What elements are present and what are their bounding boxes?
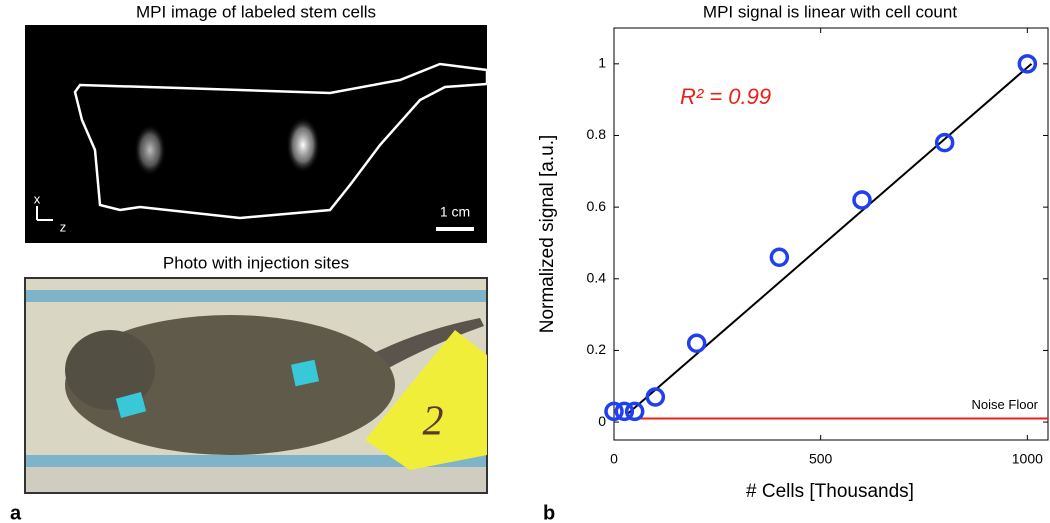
photo — [24, 277, 488, 494]
annotation: R² = 0.99 — [680, 84, 771, 109]
noise-floor-label: Noise Floor — [972, 397, 1039, 412]
x-tick-label: 500 — [809, 451, 833, 467]
data-point — [614, 401, 635, 422]
panel-label: b — [543, 502, 555, 523]
data-point — [624, 401, 645, 422]
data-point — [852, 190, 872, 210]
data-point — [686, 333, 707, 354]
panel-label: a — [10, 502, 22, 523]
x-tick-label: 0 — [610, 451, 618, 467]
data-point — [1017, 54, 1038, 74]
mpi-image — [25, 25, 489, 243]
data-point — [934, 132, 955, 153]
y-tick-label: 0.6 — [587, 198, 607, 214]
x-axis-label: # Cells [Thousands] — [746, 481, 914, 502]
y-tick-label: 0.4 — [587, 269, 607, 285]
tape-number: 2 — [423, 399, 444, 445]
data-point — [645, 387, 666, 407]
scale-bar-label: 1 cm — [440, 204, 470, 220]
y-tick-label: 0.8 — [587, 126, 607, 142]
y-tick-label: 0 — [598, 413, 606, 429]
axis-label-z: z — [60, 219, 67, 234]
y-tick-label: 0.2 — [587, 341, 607, 357]
chart-title: MPI signal is linear with cell count — [703, 2, 957, 21]
plot-frame — [613, 27, 1049, 441]
photo-title: Photo with injection sites — [163, 253, 349, 272]
data-point — [604, 401, 624, 422]
y-axis-label: Normalized signal [a.u.] — [537, 135, 558, 334]
data-point — [769, 247, 790, 268]
fit-line — [625, 63, 1033, 416]
y-tick-label: 1 — [598, 55, 606, 71]
axis-label-x: x — [34, 191, 41, 206]
mpi-title: MPI image of labeled stem cells — [136, 2, 376, 21]
x-tick-label: 1000 — [1012, 451, 1043, 467]
